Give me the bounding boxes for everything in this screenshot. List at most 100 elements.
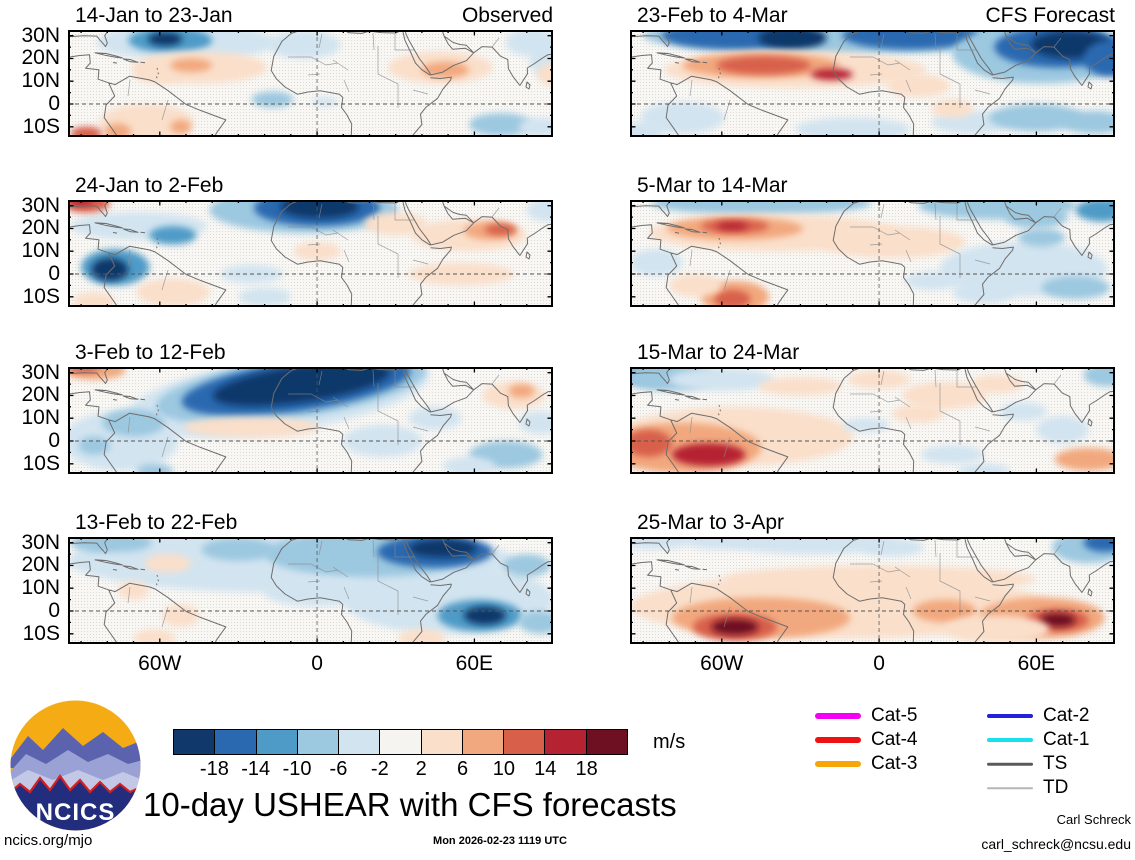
legend-swatch-Cat-3 — [815, 761, 861, 767]
anomaly-field — [630, 200, 1115, 307]
panel-date-range: 24-Jan to 2-Feb — [75, 174, 224, 197]
panel-title-row: 5-Mar to 14-Mar — [630, 174, 1115, 198]
panel-frame — [68, 30, 553, 137]
panel-frame — [68, 367, 553, 474]
legend-label-Cat-2: Cat-2 — [1043, 705, 1090, 726]
panel-date-range: 23-Feb to 4-Mar — [637, 4, 788, 27]
panel-frame — [630, 30, 1115, 137]
legend-label-TS: TS — [1043, 753, 1068, 774]
y-axis-label-10S: 10S — [22, 621, 60, 645]
legend-label-Cat-5: Cat-5 — [871, 705, 918, 726]
map-canvas-L1 — [68, 30, 553, 137]
colorbar-label--2: -2 — [370, 758, 389, 780]
panel-date-range: 15-Mar to 24-Mar — [637, 341, 800, 364]
colorbar-label-18: 18 — [575, 758, 598, 780]
map-panel-L4: 13-Feb to 22-Feb — [68, 511, 553, 678]
panel-title-row: 3-Feb to 12-Feb — [68, 341, 553, 365]
colorbar-label--18: -18 — [199, 758, 229, 780]
panel-frame — [68, 200, 553, 307]
anomaly-field — [68, 200, 553, 307]
y-axis-label-0: 0 — [48, 91, 60, 115]
ncics-logo-canvas: NCICS — [10, 700, 141, 831]
panel-title-row: 15-Mar to 24-Mar — [630, 341, 1115, 365]
y-axis-label-20N: 20N — [21, 216, 60, 240]
panel-title-row: 14-Jan to 23-Jan Observed — [68, 4, 553, 28]
panel-date-range: 5-Mar to 14-Mar — [637, 174, 788, 197]
y-axis-label-10S: 10S — [22, 284, 60, 308]
map-canvas-R2 — [630, 200, 1115, 307]
legend-label-TD: TD — [1043, 777, 1069, 798]
y-axis-label-20N: 20N — [21, 553, 60, 577]
x-axis-label-60E-left: 60E — [455, 652, 494, 675]
y-axis-label-0: 0 — [48, 598, 60, 622]
legend-swatch-TD — [987, 787, 1033, 789]
colorbar-segment-3 — [297, 730, 340, 754]
map-panel-R3: 15-Mar to 24-Mar — [630, 341, 1115, 508]
colorbar-label-6: 6 — [456, 758, 469, 780]
colorbar-segment-0 — [174, 730, 216, 754]
footer-site-link[interactable]: ncics.org/mjo — [4, 832, 93, 849]
legend-swatch-Cat-1 — [987, 738, 1033, 742]
map-canvas-L3 — [68, 367, 553, 474]
colorbar-segment-9 — [545, 730, 587, 754]
colorbar-segment-6 — [421, 730, 463, 754]
panel-frame — [630, 537, 1115, 644]
panel-frame — [630, 200, 1115, 307]
colorbar-segment-10 — [586, 730, 627, 754]
y-axis-label-10S: 10S — [22, 451, 60, 475]
map-panel-R1: 23-Feb to 4-Mar CFS Forecast — [630, 4, 1115, 171]
x-axis-label-60W-left: 60W — [138, 652, 182, 675]
legend-label-Cat-1: Cat-1 — [1043, 729, 1090, 750]
panel-date-range: 3-Feb to 12-Feb — [75, 341, 226, 364]
y-axis-label-0: 0 — [48, 428, 60, 452]
colorbar — [173, 729, 628, 755]
y-axis-label-30N: 30N — [21, 193, 60, 217]
footer-credit-name: Carl Schreck — [1056, 812, 1131, 827]
map-panel-L3: 3-Feb to 12-Feb — [68, 341, 553, 508]
map-canvas-L2 — [68, 200, 553, 307]
anomaly-field — [630, 367, 1115, 474]
footer-credit-email[interactable]: carl_schreck@ncsu.edu — [981, 836, 1131, 852]
colorbar-label-10: 10 — [492, 758, 516, 780]
colorbar-label--10: -10 — [282, 758, 312, 780]
figure-title: 10-day USHEAR with CFS forecasts — [143, 786, 677, 823]
legend-label-Cat-4: Cat-4 — [871, 729, 918, 750]
ncics-logo: NCICS — [8, 698, 143, 833]
panel-frame — [630, 367, 1115, 474]
panel-title-row: 25-Mar to 3-Apr — [630, 511, 1115, 535]
y-axis-label-20N: 20N — [21, 46, 60, 70]
anomaly-field — [68, 537, 553, 644]
anomaly-field — [68, 367, 553, 474]
y-axis-label-20N: 20N — [21, 383, 60, 407]
panel-date-range: 25-Mar to 3-Apr — [637, 511, 785, 534]
y-axis-label-30N: 30N — [21, 530, 60, 554]
colorbar-units: m/s — [653, 731, 686, 753]
footer-timestamp: Mon 2026-02-23 1119 UTC — [433, 835, 567, 847]
y-axis-label-10N: 10N — [21, 406, 60, 430]
colorbar-label-2: 2 — [415, 758, 427, 780]
map-panel-L2: 24-Jan to 2-Feb — [68, 174, 553, 341]
panel-title-row: 13-Feb to 22-Feb — [68, 511, 553, 535]
anomaly-field — [630, 537, 1115, 643]
colorbar-segment-7 — [462, 730, 505, 754]
panel-date-range: 14-Jan to 23-Jan — [75, 4, 233, 27]
logo-ridge-line — [10, 774, 141, 795]
legend-swatch-Cat-2 — [987, 714, 1033, 718]
y-axis-label-10N: 10N — [21, 576, 60, 600]
legend-swatch-Cat-4 — [815, 737, 861, 743]
colorbar-label--14: -14 — [241, 758, 271, 780]
colorbar-segment-2 — [256, 730, 298, 754]
map-canvas-R4 — [630, 537, 1115, 644]
anomaly-field — [70, 30, 553, 137]
colorbar-label-14: 14 — [534, 758, 557, 780]
y-axis-label-0: 0 — [48, 261, 60, 285]
map-panel-L1: 14-Jan to 23-Jan Observed — [68, 4, 553, 171]
panel-title-row: 23-Feb to 4-Mar CFS Forecast — [630, 4, 1115, 28]
anomaly-field — [630, 30, 1115, 137]
x-axis-label-60E-right: 60E — [1017, 652, 1056, 675]
panel-source-tag: CFS Forecast — [985, 4, 1115, 27]
x-axis-label-0-left: 0 — [311, 652, 323, 675]
x-axis-label-0-right: 0 — [873, 652, 885, 675]
panel-date-range: 13-Feb to 22-Feb — [75, 511, 238, 534]
